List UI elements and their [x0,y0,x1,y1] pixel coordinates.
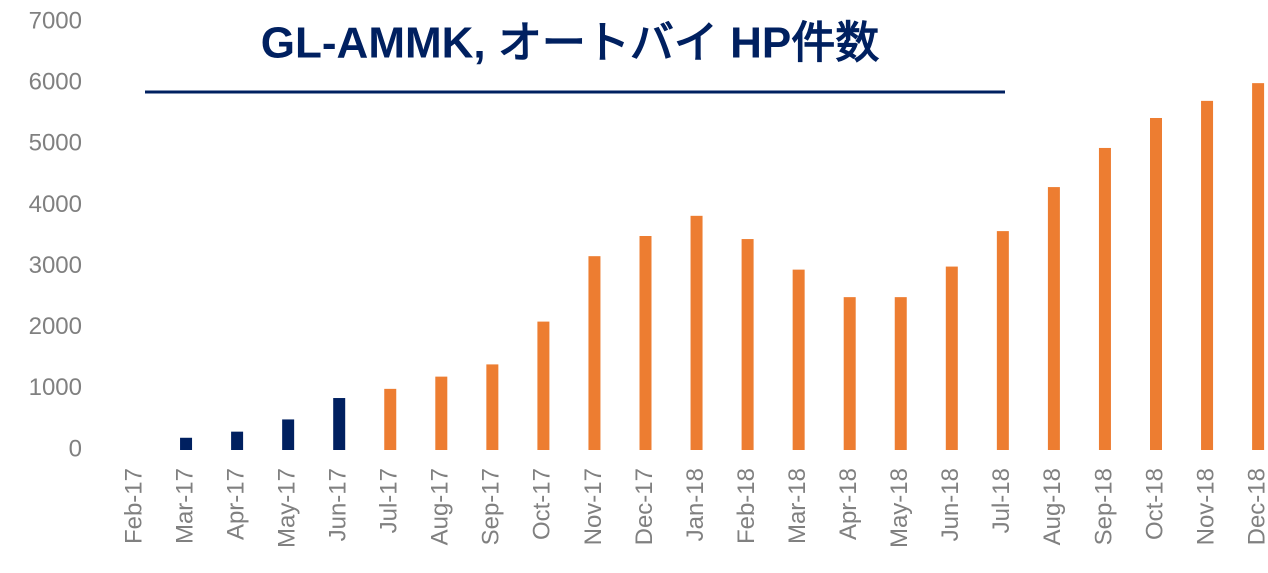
x-tick-label: Aug-18 [1039,468,1066,545]
bar [843,297,856,450]
y-tick-label: 2000 [29,313,82,340]
plot-area: 0 1000 2000 3000 4000 5000 6000 7000 Feb-17 Mar-1… [29,7,1268,548]
x-tick-label: Jun-17 [325,468,352,541]
x-tick-label: Nov-17 [580,468,607,545]
y-tick-label: 7000 [29,7,82,34]
x-tick-label: Sep-17 [478,468,505,545]
x-tick-label: Sep-18 [1090,468,1117,545]
x-tick-label: Oct-17 [529,468,556,540]
x-tick-label: Apr-18 [835,468,862,540]
bar [639,236,652,450]
y-tick-label: 6000 [29,68,82,95]
bar [1047,187,1060,451]
x-tick-label: May-18 [886,468,913,548]
x-tick-label: May-17 [273,468,300,548]
bar [1098,147,1111,450]
x-tick-label: Dec-17 [631,468,658,545]
x-tick-label: Nov-18 [1192,468,1219,545]
x-tick-label: Mar-18 [784,468,811,544]
bar [333,398,346,450]
x-tick-label: Apr-17 [222,468,249,540]
chart-title: GL-AMMK, オートバイ HP件数 [261,19,879,68]
bar [1252,83,1265,451]
y-tick-label: 5000 [29,130,82,157]
x-tick-label: Dec-18 [1243,468,1268,545]
x-tick-label: Jul-18 [988,468,1015,533]
bar [537,321,550,450]
bar [180,437,193,450]
bar [1150,117,1162,450]
y-tick-label: 4000 [29,191,82,218]
bar [996,231,1009,450]
x-tick-label: Oct-18 [1141,468,1168,540]
bar [486,364,499,450]
title-box [145,2,1005,90]
bar [894,297,907,450]
bar [690,215,703,450]
y-tick-label: 1000 [29,374,82,401]
bar [945,266,958,450]
x-tick-label: Jul-17 [376,468,403,533]
bar [231,431,244,450]
x-tick-label: Jun-18 [937,468,964,541]
bar [282,419,295,450]
y-tick-label: 3000 [29,252,82,279]
bar [792,269,805,450]
bar [435,376,448,450]
bar [588,256,601,450]
x-tick-label: Mar-17 [171,468,198,544]
x-tick-label: Feb-18 [733,468,760,544]
x-tick-label: Feb-17 [120,468,147,544]
bar [384,388,397,450]
y-tick-label: 0 [69,435,82,462]
bar [741,239,754,450]
x-tick-label: Aug-17 [427,468,454,545]
x-tick-label: Jan-18 [682,468,709,541]
bar [1201,100,1214,451]
